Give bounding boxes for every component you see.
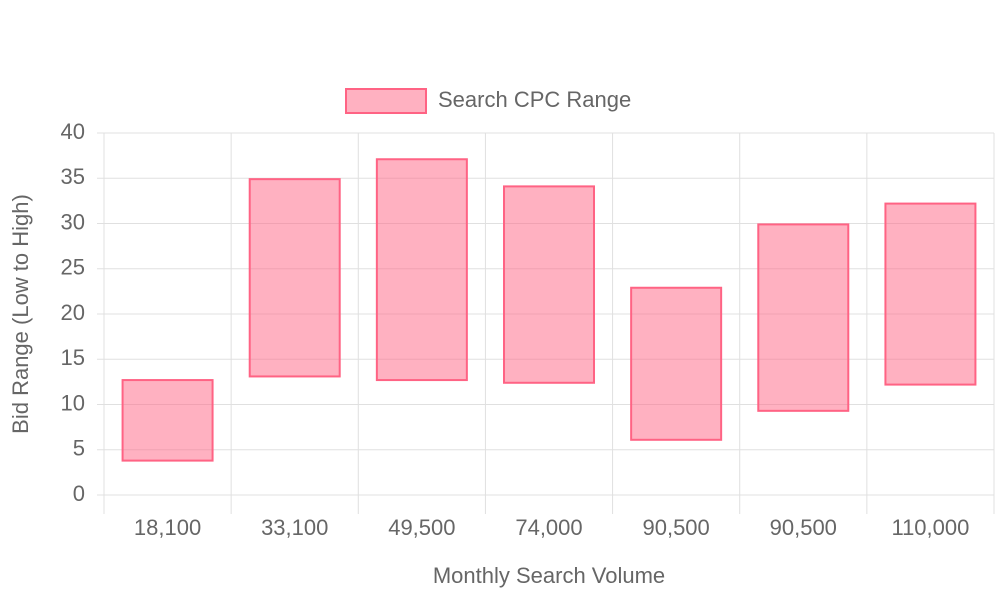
x-tick-label: 90,500	[770, 515, 837, 540]
x-tick-label: 90,500	[642, 515, 709, 540]
y-axis-title: Bid Range (Low to High)	[8, 194, 33, 434]
y-tick-label: 5	[73, 436, 85, 461]
y-tick-label: 25	[61, 255, 85, 280]
x-axis-title: Monthly Search Volume	[433, 563, 665, 588]
y-tick-label: 0	[73, 481, 85, 506]
bar	[503, 185, 595, 384]
bar	[375, 158, 468, 382]
y-tick-label: 10	[61, 390, 85, 415]
y-tick-label: 35	[61, 164, 85, 189]
x-tick-label: 49,500	[388, 515, 455, 540]
bar	[630, 286, 723, 441]
x-tick-label: 74,000	[515, 515, 582, 540]
legend-swatch	[345, 88, 427, 114]
y-tick-label: 30	[61, 209, 85, 234]
x-tick-label: 33,100	[261, 515, 328, 540]
bar	[121, 379, 214, 462]
bar	[757, 223, 850, 412]
x-tick-label: 110,000	[891, 515, 969, 540]
x-tick-label: 18,100	[134, 515, 201, 540]
y-tick-label: 40	[61, 119, 85, 144]
y-tick-label: 15	[61, 345, 85, 370]
y-tick-label: 20	[61, 300, 85, 325]
bar	[884, 202, 977, 386]
bar	[248, 178, 341, 378]
legend-label: Search CPC Range	[438, 87, 631, 112]
